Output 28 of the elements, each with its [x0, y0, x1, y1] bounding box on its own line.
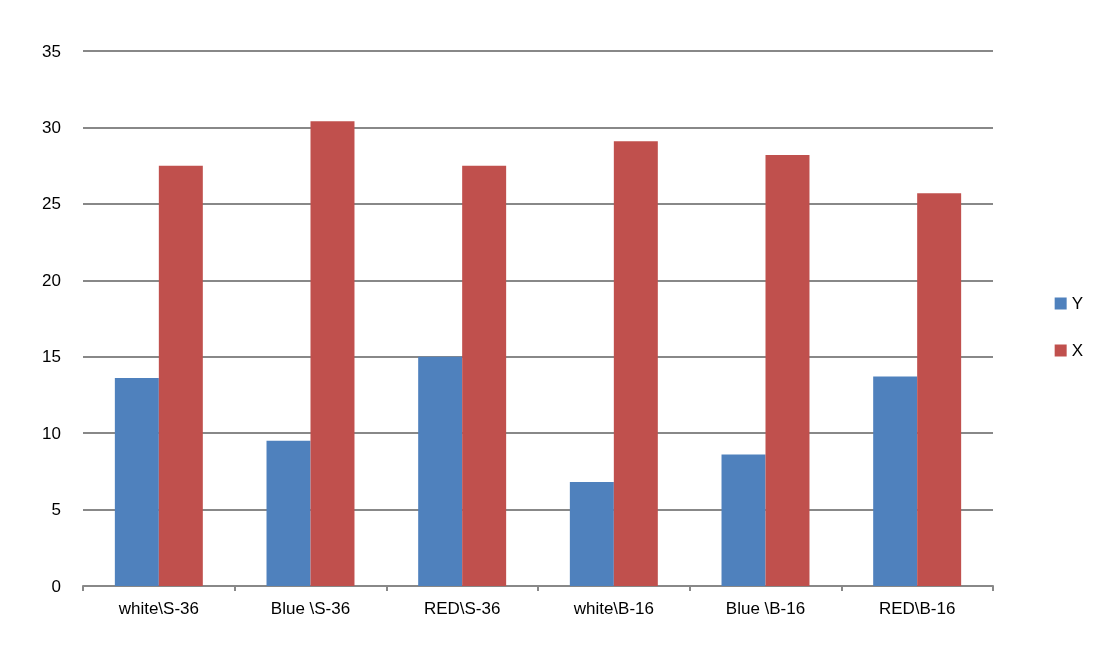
bar — [917, 193, 962, 586]
y-tick-label: 0 — [51, 576, 61, 596]
legend-label: Y — [1071, 294, 1083, 313]
bar — [613, 141, 658, 586]
y-tick-label: 25 — [42, 194, 61, 214]
x-tick-label: white\S-36 — [117, 599, 199, 618]
y-tick-label: 30 — [42, 117, 61, 137]
bar — [721, 454, 766, 586]
bar — [266, 440, 311, 586]
bar — [462, 165, 507, 586]
x-tick-label: Blue \S-36 — [270, 599, 351, 618]
y-tick-label: 10 — [42, 423, 61, 443]
bar — [873, 376, 918, 586]
bar — [114, 378, 159, 586]
y-tick-label: 35 — [42, 41, 61, 61]
y-tick-label: 5 — [51, 500, 61, 520]
x-tick-label: white\B-16 — [572, 599, 654, 618]
legend-label: X — [1071, 341, 1083, 360]
bar — [158, 165, 203, 586]
bar — [418, 356, 463, 586]
bar — [569, 482, 614, 586]
bar — [310, 121, 355, 586]
x-tick-label: Blue \B-16 — [725, 599, 806, 618]
x-tick-label: RED\S-36 — [423, 599, 501, 618]
y-tick-label: 15 — [42, 347, 61, 367]
y-tick-label: 20 — [42, 270, 61, 290]
bar — [765, 154, 810, 586]
x-tick-label: RED\B-16 — [878, 599, 956, 618]
